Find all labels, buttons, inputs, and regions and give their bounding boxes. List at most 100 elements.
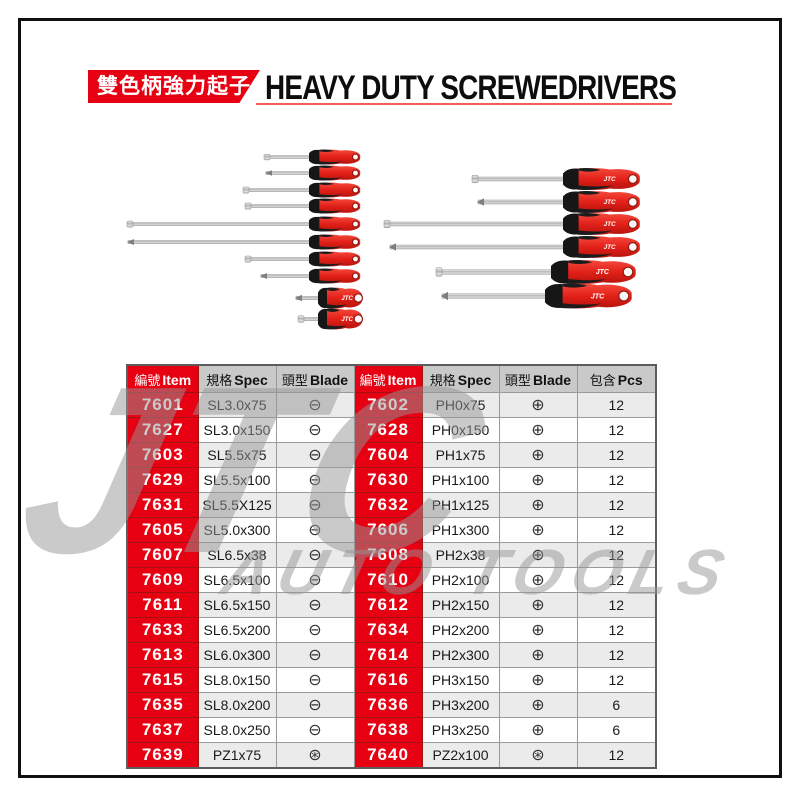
spec-cell: PH3x250 <box>421 717 500 743</box>
blade-cell: ⊖ <box>275 692 355 718</box>
spec-cell: PH1x125 <box>421 492 500 518</box>
table-row: 7603 SL5.5x75 ⊖ 7604 PH1x75 ⊕ 12 <box>126 442 657 468</box>
spec-cell: PH1x300 <box>421 517 500 543</box>
item-cell: 7640 <box>353 742 423 769</box>
table-row: 7627 SL3.0x150 ⊖ 7628 PH0x150 ⊕ 12 <box>126 417 657 443</box>
spec-cell: SL6.5x38 <box>197 542 277 568</box>
item-cell: 7637 <box>126 717 199 743</box>
item-cell: 7638 <box>353 717 423 743</box>
header-pcs: 包含 Pcs <box>576 364 657 393</box>
pcs-cell: 6 <box>576 692 657 718</box>
blade-cell: ⊕ <box>498 392 578 418</box>
item-cell: 7604 <box>353 442 423 468</box>
pcs-cell: 12 <box>576 467 657 493</box>
spec-cell: SL6.5x100 <box>197 567 277 593</box>
item-cell: 7636 <box>353 692 423 718</box>
blade-cell: ⊕ <box>498 442 578 468</box>
blade-cell: ⊕ <box>498 492 578 518</box>
table-row: 7639 PZ1x75 ⊛ 7640 PZ2x100 ⊛ 12 <box>126 742 657 769</box>
pcs-cell: 12 <box>576 667 657 693</box>
pcs-cell: 12 <box>576 617 657 643</box>
spec-cell: PH2x100 <box>421 567 500 593</box>
header-item-right: 編號 Item <box>353 364 423 393</box>
blade-cell: ⊕ <box>498 592 578 618</box>
item-cell: 7615 <box>126 667 199 693</box>
item-cell: 7609 <box>126 567 199 593</box>
spec-table-wrap: 編號 Item 規格 Spec 頭型 Blade 編號 Item 規格 Spec 頭型 Bl… <box>126 364 657 769</box>
item-cell: 7635 <box>126 692 199 718</box>
table-body: 7601 SL3.0x75 ⊖ 7602 PH0x75 ⊕ 12 7627 SL3.0x150 ⊖… <box>126 392 657 769</box>
item-cell: 7606 <box>353 517 423 543</box>
blade-cell: ⊖ <box>275 392 355 418</box>
blade-cell: ⊛ <box>275 742 355 769</box>
blade-cell: ⊕ <box>498 417 578 443</box>
page-title-zh: 雙色柄強力起子 <box>97 75 251 98</box>
spec-cell: PZ2x100 <box>421 742 500 769</box>
item-cell: 7629 <box>126 467 199 493</box>
table-row: 7613 SL6.0x300 ⊖ 7614 PH2x300 ⊕ 12 <box>126 642 657 668</box>
blade-cell: ⊖ <box>275 717 355 743</box>
pcs-cell: 12 <box>576 417 657 443</box>
blade-cell: ⊖ <box>275 642 355 668</box>
spec-table: 編號 Item 規格 Spec 頭型 Blade 編號 Item 規格 Spec 頭型 Bl… <box>126 364 657 769</box>
table-row: 7629 SL5.5x100 ⊖ 7630 PH1x100 ⊕ 12 <box>126 467 657 493</box>
table-row: 7631 SL5.5X125 ⊖ 7632 PH1x125 ⊕ 12 <box>126 492 657 518</box>
header-item-left: 編號 Item <box>126 364 199 393</box>
spec-cell: PH2x200 <box>421 617 500 643</box>
spec-cell: PH1x100 <box>421 467 500 493</box>
spec-cell: SL8.0x200 <box>197 692 277 718</box>
blade-cell: ⊖ <box>275 592 355 618</box>
pcs-cell: 12 <box>576 642 657 668</box>
pcs-cell: 12 <box>576 742 657 769</box>
blade-cell: ⊕ <box>498 692 578 718</box>
table-row: 7607 SL6.5x38 ⊖ 7608 PH2x38 ⊕ 12 <box>126 542 657 568</box>
page-border <box>18 18 782 778</box>
spec-cell: PH3x150 <box>421 667 500 693</box>
table-row: 7605 SL5.0x300 ⊖ 7606 PH1x300 ⊕ 12 <box>126 517 657 543</box>
pcs-cell: 12 <box>576 392 657 418</box>
spec-cell: SL5.5x75 <box>197 442 277 468</box>
title-underline <box>256 103 672 105</box>
item-cell: 7639 <box>126 742 199 769</box>
table-row: 7609 SL6.5x100 ⊖ 7610 PH2x100 ⊕ 12 <box>126 567 657 593</box>
spec-cell: PH1x75 <box>421 442 500 468</box>
spec-cell: PH2x150 <box>421 592 500 618</box>
table-row: 7615 SL8.0x150 ⊖ 7616 PH3x150 ⊕ 12 <box>126 667 657 693</box>
blade-cell: ⊖ <box>275 517 355 543</box>
pcs-cell: 6 <box>576 717 657 743</box>
spec-cell: PH0x75 <box>421 392 500 418</box>
spec-cell: SL6.0x300 <box>197 642 277 668</box>
blade-cell: ⊖ <box>275 442 355 468</box>
pcs-cell: 12 <box>576 592 657 618</box>
pcs-cell: 12 <box>576 442 657 468</box>
spec-cell: PH2x38 <box>421 542 500 568</box>
pcs-cell: 12 <box>576 492 657 518</box>
blade-cell: ⊕ <box>498 642 578 668</box>
spec-cell: PH0x150 <box>421 417 500 443</box>
table-row: 7633 SL6.5x200 ⊖ 7634 PH2x200 ⊕ 12 <box>126 617 657 643</box>
table-row: 7635 SL8.0x200 ⊖ 7636 PH3x200 ⊕ 6 <box>126 692 657 718</box>
item-cell: 7616 <box>353 667 423 693</box>
spec-cell: SL3.0x75 <box>197 392 277 418</box>
blade-cell: ⊖ <box>275 467 355 493</box>
item-cell: 7601 <box>126 392 199 418</box>
spec-cell: SL6.5x150 <box>197 592 277 618</box>
table-row: 7601 SL3.0x75 ⊖ 7602 PH0x75 ⊕ 12 <box>126 392 657 418</box>
item-cell: 7630 <box>353 467 423 493</box>
header-spec-right: 規格 Spec <box>421 364 500 393</box>
page-title-en: HEAVY DUTY SCREWEDRIVERS <box>265 69 677 107</box>
item-cell: 7614 <box>353 642 423 668</box>
spec-cell: PH3x200 <box>421 692 500 718</box>
item-cell: 7607 <box>126 542 199 568</box>
blade-cell: ⊕ <box>498 717 578 743</box>
blade-cell: ⊕ <box>498 467 578 493</box>
table-header: 編號 Item 規格 Spec 頭型 Blade 編號 Item 規格 Spec 頭型 Bl… <box>126 364 657 393</box>
blade-cell: ⊖ <box>275 492 355 518</box>
table-row: 7611 SL6.5x150 ⊖ 7612 PH2x150 ⊕ 12 <box>126 592 657 618</box>
title-banner: 雙色柄強力起子 <box>88 70 260 103</box>
spec-cell: SL8.0x250 <box>197 717 277 743</box>
spec-cell: SL5.5x100 <box>197 467 277 493</box>
blade-cell: ⊛ <box>498 742 578 769</box>
blade-cell: ⊕ <box>498 542 578 568</box>
